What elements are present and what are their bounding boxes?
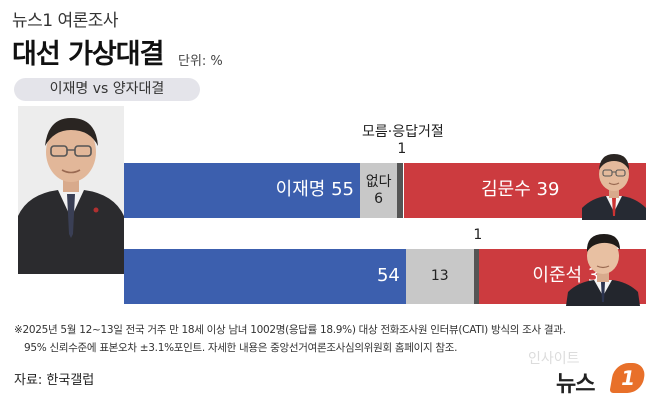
bar-row2-seg2: [405, 249, 474, 304]
bar-label-row2-seg2: 13: [430, 267, 449, 284]
footnote-line-1: ※2025년 5월 12~13일 전국 거주 만 18세 이상 남녀 1002명…: [14, 324, 566, 336]
candidate-photo-lee-jaemyung: [18, 106, 124, 274]
logo-wordmark: 뉴스: [556, 372, 595, 397]
chart-title: 대선 가상대결: [12, 39, 164, 70]
bar-row1-seg3: [397, 163, 404, 218]
unit-label: 단위: %: [178, 54, 223, 69]
logo-mark: 1: [609, 363, 647, 393]
undecided-header: 모름·응답거절: [362, 124, 444, 140]
bar-row2-seg3: [473, 249, 479, 304]
candidate-photo-lee-junseok: [566, 226, 640, 306]
bar-row1-seg2: [359, 163, 398, 218]
bar-row2-seg1: [124, 249, 406, 304]
watermark: 인사이트: [528, 351, 580, 367]
bar-label-row1-seg1: 이재명 55: [275, 178, 354, 200]
bar-label-row1-seg2: 없다 6: [365, 173, 392, 207]
bar-label-row1-seg3: 1: [397, 141, 407, 157]
matchup-label: 이재명 vs 양자대결: [14, 78, 200, 101]
footnote-line-2: 95% 신뢰수준에 표본오차 ±3.1%포인트. 자세한 내용은 중앙선거여론조…: [24, 342, 458, 354]
bar-label-row2-seg3: 1: [473, 227, 483, 243]
bar-label-row2-seg1: 54: [376, 264, 400, 286]
candidate-photo-kim-moonsoo: [582, 142, 646, 220]
bar-label-row2-seg4: 이준석 32: [532, 264, 611, 286]
source-label: 자료: 한국갤럽: [14, 373, 95, 388]
brand-line: 뉴스1 여론조사: [12, 11, 119, 31]
bar-label-row1-seg4: 김문수 39: [481, 178, 560, 200]
